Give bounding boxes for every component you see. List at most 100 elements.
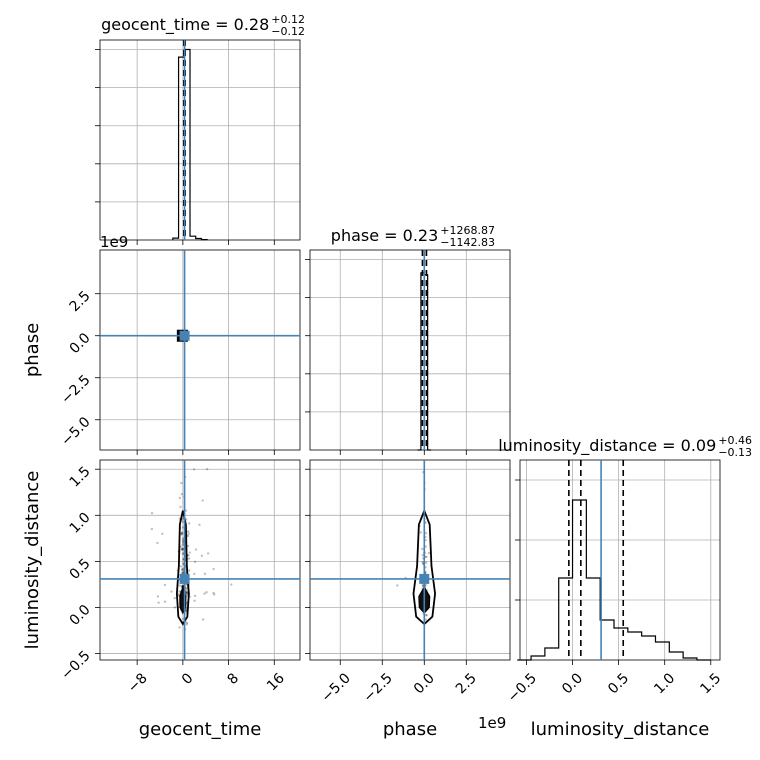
scatter-point	[157, 601, 160, 604]
scatter-point	[193, 594, 197, 598]
scatter-point	[201, 618, 205, 621]
scatter-point	[163, 600, 167, 603]
scatter-point	[178, 626, 181, 629]
xlabel-luminosity-distance: luminosity_distance	[531, 719, 710, 740]
scatter-point	[186, 593, 189, 596]
title-geocent-time: geocent_time = 0.28 +0.12−0.12	[101, 13, 305, 38]
scatter-ld-gt	[150, 468, 233, 631]
scatter-point	[178, 496, 182, 500]
scatter-point	[396, 584, 399, 587]
scatter-point	[187, 532, 190, 535]
scatter-point	[180, 548, 184, 551]
xtick-label-gt-2: 8	[225, 670, 243, 688]
scatter-point	[180, 532, 184, 536]
scatter-point	[230, 583, 233, 586]
xtick-label-ld-3: 1.0	[651, 670, 678, 697]
xtick-label-gt-1: 0	[179, 670, 197, 688]
scatter-point	[201, 499, 204, 502]
scatter-point	[186, 534, 190, 538]
scatter-point	[185, 623, 189, 626]
ytick-label-phase-0: −5.0	[58, 414, 93, 449]
scatter-point	[181, 526, 185, 529]
scatter-point	[185, 591, 188, 595]
scatter-point	[150, 511, 154, 515]
ytick-label-phase-3: 2.5	[67, 288, 94, 315]
scatter-point	[203, 592, 206, 595]
scatter-point	[421, 547, 424, 551]
hist-geocent-time	[172, 48, 208, 241]
panel-ld-hist	[519, 459, 721, 661]
ytick-label-ld-0: −0.5	[58, 648, 93, 683]
contour-outer-ld-gt	[175, 510, 190, 626]
scatter-point	[179, 505, 182, 509]
scatter-point	[180, 531, 184, 534]
scatter-point	[156, 541, 159, 545]
scatter-point	[180, 571, 184, 575]
scatter-point	[198, 523, 201, 527]
scatter-point	[425, 614, 428, 617]
scatter-point	[194, 548, 198, 551]
ylabel-phase: phase	[22, 323, 43, 377]
scatter-point	[424, 618, 427, 621]
scatter-point	[187, 557, 191, 560]
scatter-point	[206, 552, 210, 555]
scatter-point	[188, 522, 191, 525]
ytick-label-ld-3: 1.0	[67, 510, 94, 537]
xtick-label-ld-4: 1.5	[697, 670, 724, 697]
ytick-label-phase-2: 0.0	[67, 330, 94, 357]
ytick-label-phase-1: −2.5	[58, 372, 93, 407]
scatter-point	[170, 590, 173, 593]
panel-geocent-time-hist	[99, 39, 301, 241]
scatter-point	[193, 572, 196, 576]
xtick-label-ld-0: −0.5	[505, 670, 540, 705]
scatter-point	[187, 569, 191, 572]
title-luminosity-distance-minus: −0.13	[718, 446, 752, 459]
scatter-point	[181, 552, 184, 556]
scatter-point	[200, 554, 204, 558]
scatter-point	[180, 481, 183, 485]
scatter-point	[203, 572, 207, 576]
scatter-point	[181, 520, 185, 523]
scatter-point	[156, 595, 160, 598]
scatter-point	[173, 596, 176, 600]
scatter-point	[180, 531, 184, 535]
xtick-label-gt-3: 16	[264, 670, 288, 694]
ytick-label-ld-1: 0.0	[67, 602, 94, 629]
scatter-point	[421, 553, 424, 557]
scatter-point	[192, 468, 196, 471]
xtick-label-phase-3: 2.5	[453, 670, 480, 697]
scatter-point	[185, 590, 188, 593]
title-phase-label: phase = 0.23	[331, 226, 438, 245]
truth-marker-ld-ph	[419, 573, 430, 584]
scatter-point	[185, 588, 188, 591]
scatter-point	[173, 606, 177, 609]
scatter-point	[179, 565, 183, 568]
scatter-point	[181, 548, 184, 551]
scatter-point	[180, 548, 183, 551]
truth-marker-ld-gt	[179, 573, 190, 584]
scatter-point	[180, 567, 184, 571]
xtick-label-phase-1: −2.5	[361, 670, 396, 705]
xtick-label-phase-2: 0.0	[411, 670, 438, 697]
ytick-label-ld-2: 0.5	[67, 556, 94, 583]
scatter-point	[205, 468, 209, 471]
scatter-point	[178, 590, 181, 593]
xtick-label-ld-1: 0.0	[559, 670, 586, 697]
scatter-point	[187, 554, 190, 557]
title-geocent-time-label: geocent_time = 0.28	[101, 15, 269, 35]
truth-marker-ph-gt	[179, 330, 190, 341]
scatter-point	[181, 547, 184, 550]
scatter-point	[427, 551, 431, 555]
title-luminosity-distance: luminosity_distance = 0.09 +0.46−0.13	[498, 434, 752, 459]
scatter-point	[425, 614, 428, 617]
panel-ld-vs-geocent-time	[99, 459, 301, 661]
title-phase-plus: +1268.87	[440, 224, 495, 237]
scatter-point	[424, 561, 428, 564]
scatter-point	[212, 593, 216, 596]
ytick-label-ld-4: 1.5	[67, 464, 94, 491]
xtick-label-phase-0: −5.0	[319, 670, 354, 705]
scatter-point	[185, 621, 189, 624]
scatter-point	[193, 599, 196, 603]
